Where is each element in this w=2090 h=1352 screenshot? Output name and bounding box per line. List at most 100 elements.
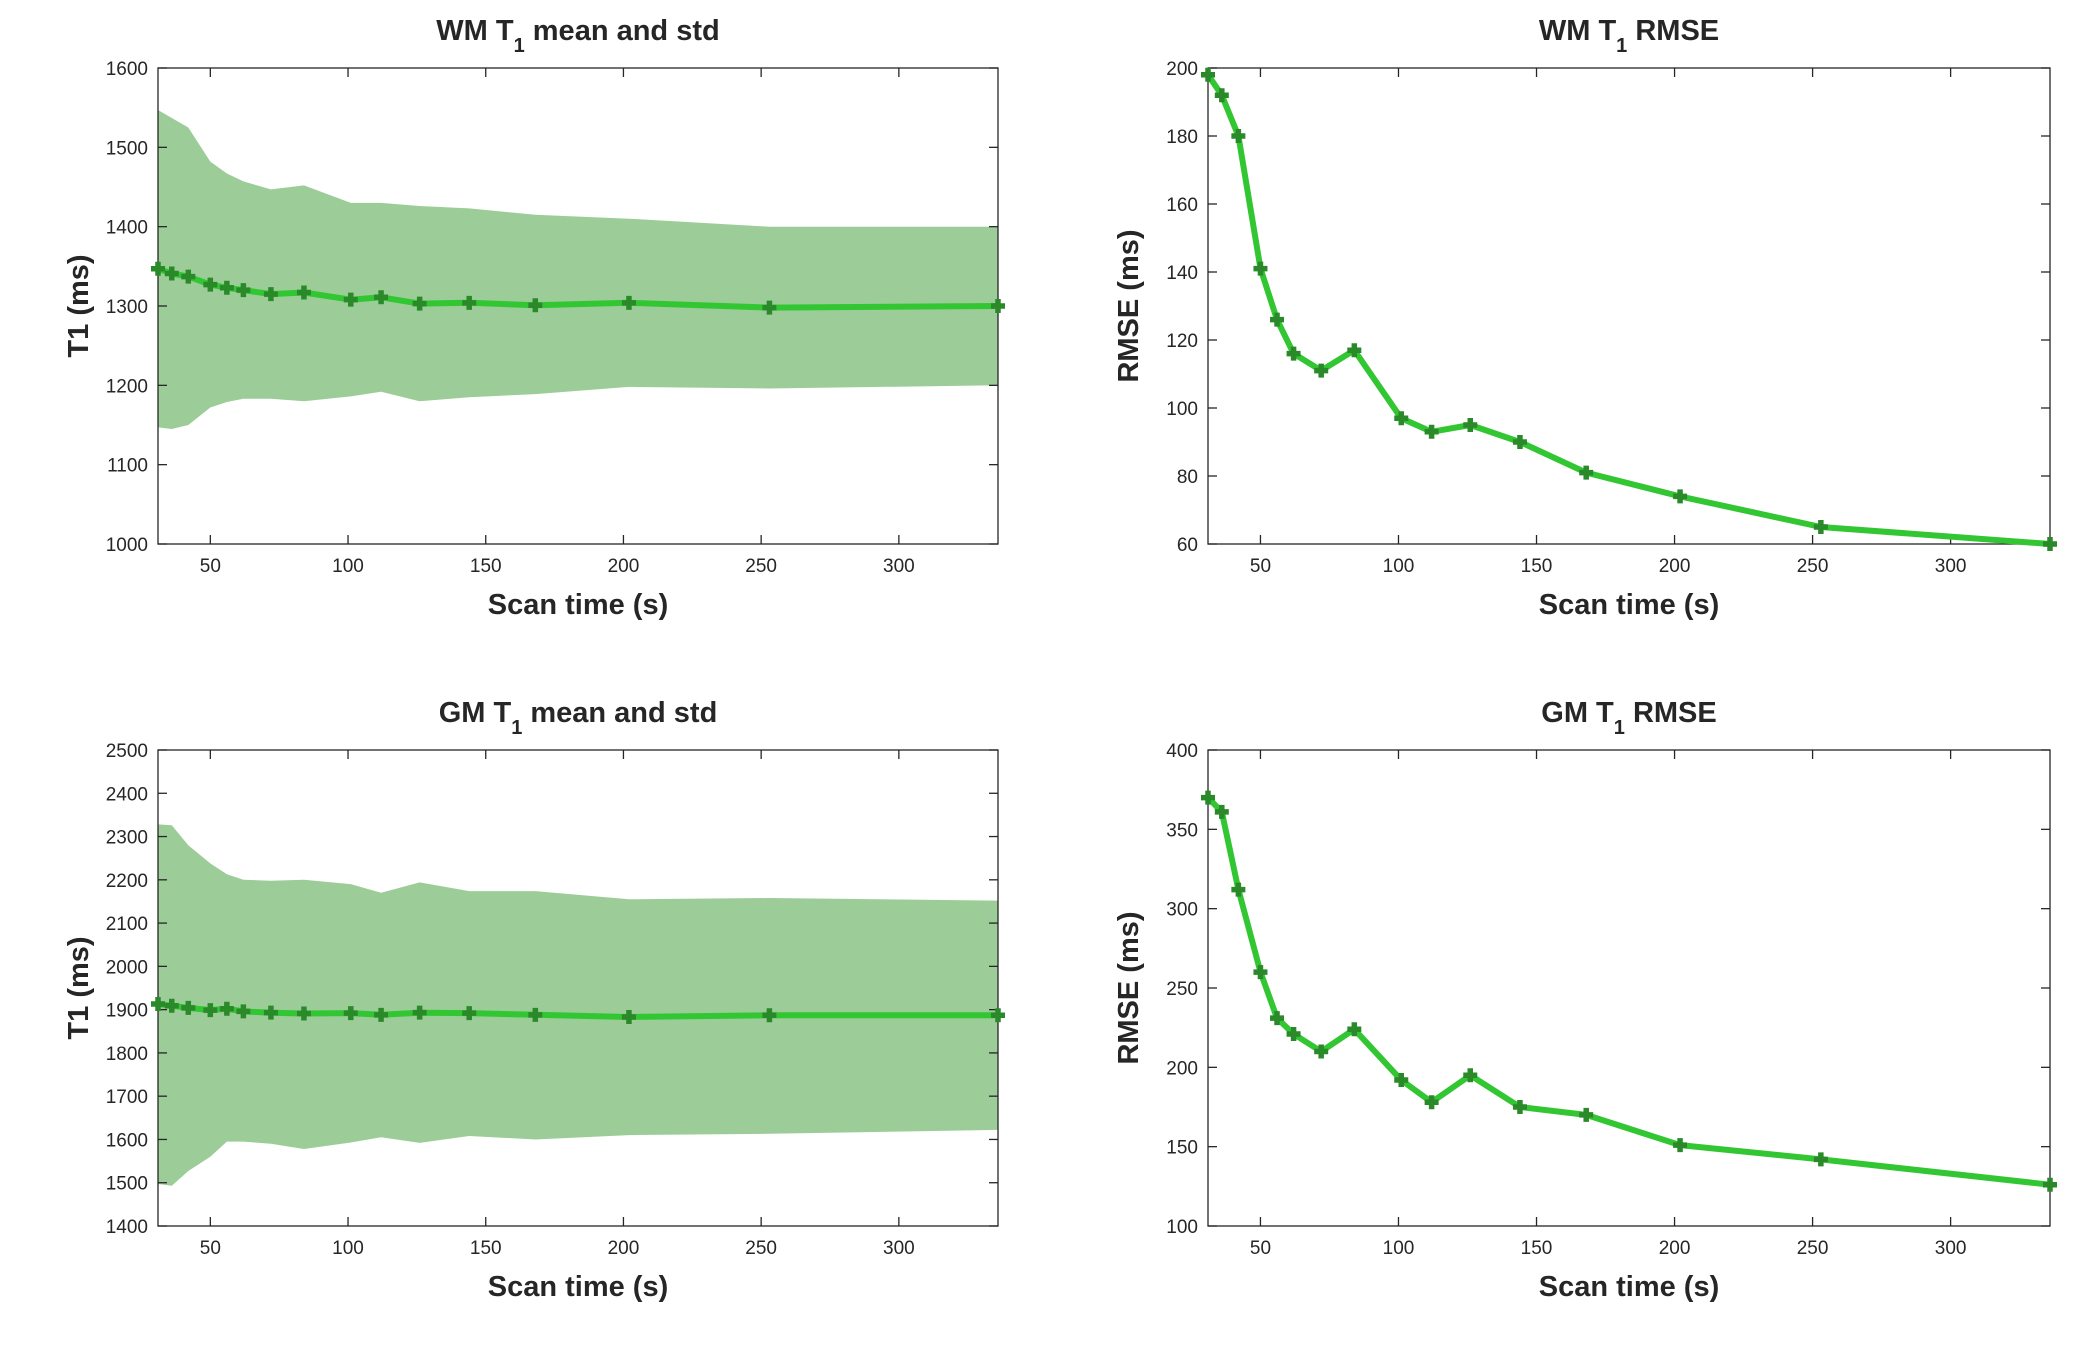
x-axis-label: Scan time (s): [1539, 589, 1720, 621]
chart-title: WM T1 RMSE: [1539, 15, 1719, 57]
chart-title-subscript: 1: [511, 717, 522, 739]
data-point: [1347, 343, 1362, 358]
y-tick-label: 1600: [106, 1130, 148, 1151]
data-point: [343, 292, 358, 307]
wm-mean-std-chart: 50 100 150 200 250 300 1000 1100 1200 1300 1400 150…: [63, 15, 1005, 621]
x-tick-label: 100: [332, 556, 364, 577]
data-point: [181, 1000, 196, 1015]
chart-title-rest: RMSE: [1625, 697, 1717, 729]
data-point: [219, 1001, 234, 1016]
x-tick-label: 250: [1797, 1238, 1829, 1259]
data-point: [1512, 1100, 1527, 1114]
x-tick-label: 300: [883, 1238, 915, 1259]
data-point: [296, 285, 311, 300]
data-point: [462, 1006, 477, 1021]
x-tick-label: 250: [745, 556, 777, 577]
series-line: [1205, 794, 2053, 1188]
y-tick-label: 200: [1166, 59, 1198, 80]
data-point: [1214, 88, 1229, 103]
data-point: [1673, 1138, 1688, 1153]
wm-rmse-chart: 50 100 150 200 250 300 60 80 100 120 140 160 180 200 W…: [1113, 15, 2057, 621]
gm-rmse-chart: 50 100 150 200 250 300 100 150 200 250 300 350 400 GM…: [1113, 697, 2057, 1303]
data-point: [412, 296, 427, 311]
chart-title-main: WM T: [1539, 15, 1617, 47]
data-point: [1270, 1011, 1285, 1026]
y-tick-label: 1500: [106, 138, 148, 159]
data-point: [621, 1009, 636, 1024]
y-tick-label: 1600: [106, 59, 148, 80]
y-tick-label: 1200: [106, 376, 148, 397]
chart-title-main: GM T: [1541, 697, 1614, 729]
data-point: [1394, 1073, 1409, 1088]
chart-title-subscript: 1: [514, 35, 525, 57]
data-point: [1424, 424, 1439, 439]
data-point: [1253, 261, 1268, 276]
data-point: [621, 295, 636, 310]
chart-title: GM T1 mean and std: [439, 697, 718, 739]
y-axis-label: RMSE (ms): [1113, 229, 1145, 382]
y-tick-label: 1800: [106, 1044, 148, 1065]
x-axis-label: Scan time (s): [1539, 1271, 1720, 1303]
chart-title-main: GM T: [439, 697, 512, 729]
y-tick-label: 140: [1166, 263, 1198, 284]
chart-title-rest: mean and std: [522, 697, 717, 729]
x-tick-label: 150: [1521, 1238, 1553, 1259]
data-point: [1201, 790, 1215, 805]
data-point: [219, 280, 234, 295]
x-tick-label: 50: [1250, 556, 1271, 577]
data-point: [1314, 363, 1329, 378]
x-tick-label: 50: [1250, 1238, 1271, 1259]
data-point: [2043, 537, 2057, 551]
y-tick-label: 2400: [106, 784, 148, 805]
axes-box: [1207, 749, 2051, 1227]
series-line: [155, 1001, 1001, 1020]
data-point: [991, 1008, 1005, 1023]
data-point: [1579, 465, 1594, 480]
x-tick-label: 300: [883, 556, 915, 577]
y-tick-label: 120: [1166, 331, 1198, 352]
y-axis-label: T1 (ms): [63, 254, 95, 357]
axes-box: [157, 749, 999, 1227]
x-tick-label: 150: [1521, 556, 1553, 577]
axes-box: [1207, 67, 2051, 545]
data-point: [1286, 1027, 1301, 1042]
data-point: [462, 295, 477, 310]
data-point: [762, 1008, 777, 1023]
y-tick-label: 180: [1166, 127, 1198, 148]
x-tick-label: 200: [608, 1238, 640, 1259]
x-tick-label: 50: [200, 1238, 221, 1259]
y-tick-label: 60: [1177, 535, 1198, 556]
x-tick-label: 150: [470, 556, 502, 577]
data-point: [1231, 882, 1246, 897]
data-point: [1394, 411, 1409, 426]
y-tick-label: 300: [1166, 900, 1198, 921]
data-point: [151, 261, 165, 276]
data-point: [2043, 1177, 2057, 1192]
data-point: [263, 1005, 278, 1020]
data-point: [1270, 312, 1285, 327]
y-tick-label: 2500: [106, 741, 148, 762]
data-point: [1286, 346, 1301, 361]
y-tick-label: 400: [1166, 741, 1198, 762]
data-point: [164, 266, 179, 281]
y-tick-label: 160: [1166, 195, 1198, 216]
x-tick-label: 150: [470, 1238, 502, 1259]
x-tick-label: 100: [332, 1238, 364, 1259]
data-point: [1424, 1095, 1439, 1110]
x-tick-label: 300: [1935, 556, 1967, 577]
y-tick-label: 100: [1166, 1217, 1198, 1238]
x-axis-label: Scan time (s): [488, 589, 669, 621]
chart-title: WM T1 mean and std: [436, 15, 719, 57]
data-point: [991, 299, 1005, 313]
x-tick-label: 250: [745, 1238, 777, 1259]
data-point: [1463, 418, 1478, 432]
std-band: [158, 110, 998, 429]
data-point: [1231, 129, 1246, 143]
y-tick-label: 1400: [106, 218, 148, 239]
y-tick-label: 350: [1166, 820, 1198, 841]
std-band: [158, 824, 998, 1186]
data-point: [1673, 489, 1688, 504]
x-tick-label: 200: [1659, 1238, 1691, 1259]
y-axis-label: T1 (ms): [63, 936, 95, 1039]
